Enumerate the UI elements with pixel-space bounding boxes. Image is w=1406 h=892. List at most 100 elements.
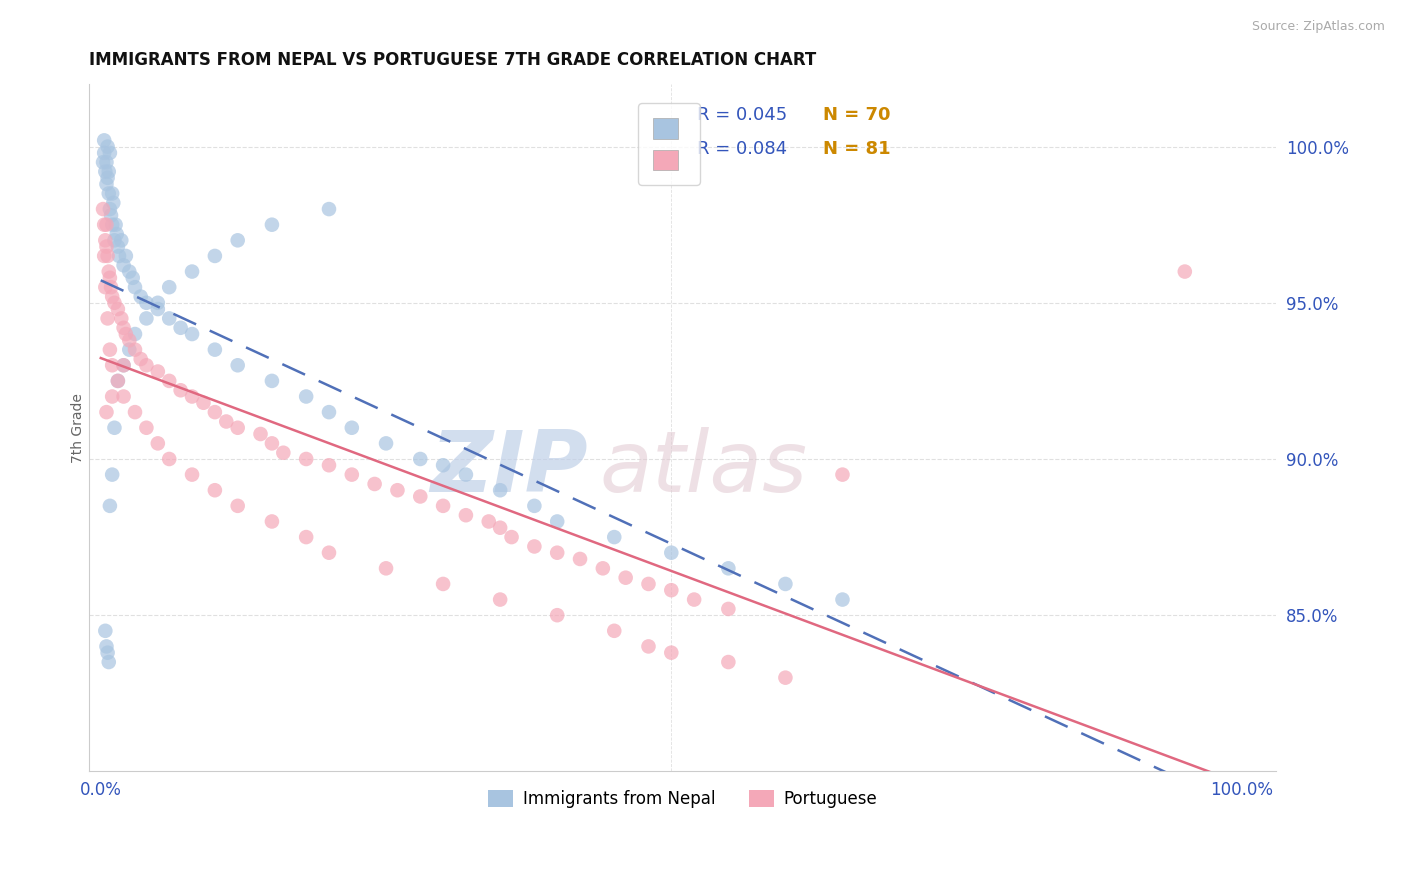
Point bbox=[100, 280, 122, 294]
Point bbox=[94, 233, 117, 247]
Point bbox=[226, 233, 249, 247]
Point bbox=[546, 546, 568, 560]
Point bbox=[375, 561, 398, 575]
Point bbox=[101, 467, 124, 482]
Point bbox=[409, 490, 432, 504]
Point bbox=[96, 405, 118, 419]
Text: IMMIGRANTS FROM NEPAL VS PORTUGUESE 7TH GRADE CORRELATION CHART: IMMIGRANTS FROM NEPAL VS PORTUGUESE 7TH … bbox=[90, 51, 817, 69]
Point bbox=[103, 233, 125, 247]
Point bbox=[340, 467, 363, 482]
Point bbox=[118, 264, 141, 278]
Point bbox=[260, 436, 283, 450]
Point bbox=[295, 390, 318, 404]
Point bbox=[98, 145, 121, 160]
Point bbox=[637, 577, 659, 591]
Point bbox=[124, 405, 146, 419]
Point bbox=[659, 546, 682, 560]
Point bbox=[135, 421, 157, 435]
Point bbox=[97, 646, 120, 660]
Text: N = 81: N = 81 bbox=[823, 140, 890, 159]
Point bbox=[717, 602, 740, 616]
Point bbox=[101, 218, 124, 232]
Point bbox=[124, 343, 146, 357]
Point bbox=[98, 343, 121, 357]
Point bbox=[97, 311, 120, 326]
Point bbox=[775, 671, 797, 685]
Point bbox=[103, 295, 125, 310]
Point bbox=[226, 499, 249, 513]
Point bbox=[387, 483, 409, 498]
Point bbox=[204, 405, 226, 419]
Point bbox=[831, 467, 853, 482]
Text: Source: ZipAtlas.com: Source: ZipAtlas.com bbox=[1251, 20, 1385, 33]
Point bbox=[157, 311, 180, 326]
Point bbox=[98, 270, 121, 285]
Point bbox=[489, 483, 512, 498]
Point bbox=[101, 289, 124, 303]
Text: R = 0.084: R = 0.084 bbox=[697, 140, 787, 159]
Point bbox=[614, 571, 637, 585]
Point bbox=[93, 145, 115, 160]
Point bbox=[340, 421, 363, 435]
Point bbox=[157, 280, 180, 294]
Point bbox=[683, 592, 706, 607]
Point bbox=[454, 508, 477, 523]
Point bbox=[110, 311, 132, 326]
Point bbox=[118, 343, 141, 357]
Point bbox=[115, 249, 138, 263]
Point bbox=[717, 561, 740, 575]
Point bbox=[432, 499, 454, 513]
Point bbox=[659, 583, 682, 598]
Point bbox=[98, 499, 121, 513]
Point bbox=[603, 624, 626, 638]
Point bbox=[129, 351, 152, 366]
Point bbox=[454, 467, 477, 482]
Point bbox=[478, 515, 501, 529]
Point bbox=[432, 577, 454, 591]
Point bbox=[318, 202, 340, 216]
Point bbox=[112, 390, 135, 404]
Point bbox=[93, 249, 115, 263]
Point bbox=[295, 452, 318, 467]
Point bbox=[94, 280, 117, 294]
Point bbox=[93, 133, 115, 147]
Point bbox=[94, 164, 117, 178]
Point bbox=[260, 515, 283, 529]
Point bbox=[318, 458, 340, 473]
Point bbox=[97, 249, 120, 263]
Point bbox=[432, 458, 454, 473]
Point bbox=[375, 436, 398, 450]
Point bbox=[226, 359, 249, 373]
Point bbox=[97, 655, 120, 669]
Point bbox=[489, 592, 512, 607]
Point bbox=[96, 218, 118, 232]
Point bbox=[97, 170, 120, 185]
Point bbox=[204, 483, 226, 498]
Point bbox=[107, 374, 129, 388]
Point bbox=[146, 365, 169, 379]
Point bbox=[592, 561, 614, 575]
Point bbox=[181, 264, 204, 278]
Point bbox=[775, 577, 797, 591]
Point bbox=[121, 270, 143, 285]
Point bbox=[157, 452, 180, 467]
Point bbox=[118, 333, 141, 347]
Point bbox=[249, 427, 271, 442]
Point bbox=[169, 320, 191, 334]
Point bbox=[101, 186, 124, 201]
Text: ZIP: ZIP bbox=[430, 427, 588, 510]
Point bbox=[318, 546, 340, 560]
Point bbox=[94, 624, 117, 638]
Point bbox=[546, 608, 568, 623]
Point bbox=[523, 499, 546, 513]
Point bbox=[97, 186, 120, 201]
Point bbox=[101, 390, 124, 404]
Point bbox=[523, 540, 546, 554]
Point bbox=[98, 202, 121, 216]
Point bbox=[204, 343, 226, 357]
Point bbox=[501, 530, 523, 544]
Point bbox=[181, 390, 204, 404]
Point bbox=[146, 436, 169, 450]
Point bbox=[318, 405, 340, 419]
Legend: Immigrants from Nepal, Portuguese: Immigrants from Nepal, Portuguese bbox=[481, 783, 884, 814]
